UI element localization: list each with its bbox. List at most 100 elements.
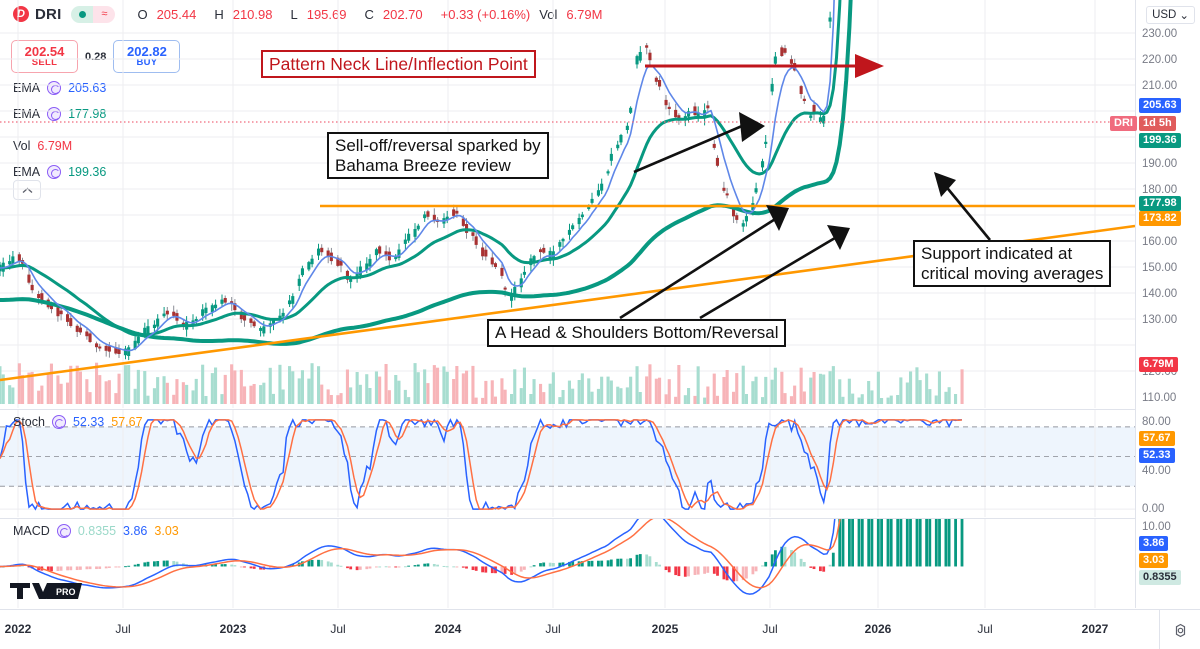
- axis-tag-ema-fast: 205.63: [1139, 98, 1181, 113]
- time-tick: Jul: [115, 622, 131, 636]
- time-tick: Jul: [330, 622, 346, 636]
- macd-signal-line: [0, 519, 841, 589]
- buy-button[interactable]: 202.82 BUY: [113, 40, 181, 73]
- time-tick: 2025: [651, 622, 679, 636]
- legend-volume-name: Vol: [13, 139, 31, 153]
- time-tick: 2027: [1081, 622, 1109, 636]
- stochastic-pane[interactable]: [0, 409, 1135, 517]
- legend-volume[interactable]: Vol 6.79M: [13, 139, 72, 153]
- ema-slow-line: [0, 0, 842, 337]
- axis-tag-stoch-k: 52.33: [1139, 448, 1175, 463]
- price-tick: 190.00: [1142, 158, 1178, 170]
- time-tick: Jul: [545, 622, 561, 636]
- legend-volume-value: 6.79M: [37, 139, 73, 153]
- time-tick: Jul: [762, 622, 778, 636]
- ohlc-high: H 210.98: [214, 6, 273, 22]
- collapse-legend-button[interactable]: [13, 180, 41, 200]
- buy-price: 202.82: [127, 43, 167, 59]
- currency-label: USD: [1152, 9, 1177, 21]
- ohlc-values: O 205.44 H 210.98 L 195.69 C 202.70 +0.33 (+0.16…: [137, 7, 620, 22]
- ohlc-close: C 202.70: [364, 6, 423, 22]
- annotation-head-shoulders[interactable]: A Head & Shoulders Bottom/Reversal: [487, 319, 787, 347]
- legend-ema-slow-name: EMA: [13, 165, 41, 179]
- price-tick: 150.00: [1142, 262, 1178, 274]
- legend-ema-slow-value: 199.36: [68, 165, 107, 179]
- chart-header-legend: D DRI ≈ O 205.44 H 210.98 L 195.69 C 202.70 +0.3…: [0, 0, 1135, 28]
- price-tick: 140.00: [1142, 288, 1178, 300]
- legend-stoch-k: 52.33: [72, 415, 105, 429]
- price-tick: 210.00: [1142, 80, 1178, 92]
- axis-tag-countdown: 1d 5h: [1139, 116, 1176, 131]
- time-tick: 2024: [434, 622, 462, 636]
- axis-tag-ema-long: 177.98: [1139, 196, 1181, 211]
- time-tick: 2022: [4, 622, 32, 636]
- stochastic-svg: [0, 410, 1135, 517]
- refresh-icon[interactable]: [47, 165, 62, 179]
- annotation-neck-line[interactable]: Pattern Neck Line/Inflection Point: [261, 50, 536, 79]
- macd-histogram: [0, 519, 964, 582]
- axis-tag-symbol: DRI: [1110, 116, 1137, 131]
- refresh-icon[interactable]: [51, 415, 66, 429]
- legend-macd-hist: 0.8355: [77, 524, 117, 538]
- price-tick: 130.00: [1142, 314, 1178, 326]
- axis-tag-stoch-d: 57.67: [1139, 431, 1175, 446]
- ema-fast-line: [0, 0, 835, 352]
- price-pane[interactable]: [0, 0, 1135, 408]
- buy-label: BUY: [136, 57, 158, 69]
- legend-macd-value: 3.86: [123, 524, 148, 538]
- symbol-ticker[interactable]: DRI: [35, 5, 62, 23]
- stoch-tick: 80.00: [1142, 416, 1171, 428]
- axis-tag-macd-hist: 0.8355: [1139, 570, 1181, 585]
- price-change: +0.33 (+0.16%): [440, 6, 531, 22]
- macd-line: [0, 519, 836, 595]
- legend-stoch-d: 57.67: [111, 415, 143, 429]
- time-tick: Jul: [977, 622, 993, 636]
- legend-macd-signal: 3.03: [154, 524, 179, 538]
- price-tick: 160.00: [1142, 236, 1178, 248]
- time-tick: 2026: [864, 622, 892, 636]
- macd-tick: 10.00: [1142, 521, 1171, 533]
- axis-tag-macd-signal: 3.03: [1139, 553, 1169, 568]
- axis-tag-ema-slow: 199.36: [1139, 133, 1181, 148]
- legend-stoch-name: Stoch: [13, 415, 45, 429]
- sell-button[interactable]: 202.54 SELL: [11, 40, 78, 73]
- sell-label: SELL: [31, 57, 58, 69]
- axis-divider: [1159, 610, 1160, 649]
- market-open-dot-icon: [71, 5, 94, 23]
- legend-macd-name: MACD: [13, 524, 50, 538]
- axis-tag-macd: 3.86: [1139, 536, 1169, 551]
- price-tick: 220.00: [1142, 54, 1178, 66]
- legend-ema-slow[interactable]: EMA 199.36: [13, 165, 106, 179]
- stoch-tick: 40.00: [1142, 465, 1171, 477]
- macd-pane[interactable]: [0, 518, 1135, 608]
- gear-icon[interactable]: [1171, 621, 1189, 639]
- price-axis[interactable]: USD ⌄ 230.00 220.00 210.00 190.00 180.00…: [1110, 0, 1200, 608]
- time-tick: 2023: [219, 622, 247, 636]
- data-delayed-icon: ≈: [93, 5, 116, 23]
- symbol-logo-icon: D: [13, 6, 29, 22]
- price-tick: 180.00: [1142, 184, 1178, 196]
- legend-stochastic[interactable]: Stoch 52.33 57.67: [13, 415, 143, 429]
- svg-text:PRO: PRO: [56, 587, 76, 597]
- axis-tag-volume: 6.79M: [1139, 357, 1178, 372]
- ema-long-line: [0, 0, 853, 346]
- annotation-selloff[interactable]: Sell-off/reversal sparked by Bahama Bree…: [327, 132, 549, 180]
- ohlc-open: O 205.44: [137, 6, 197, 22]
- tradingview-logo: PRO: [8, 580, 82, 607]
- annotation-support[interactable]: Support indicated at critical moving ave…: [913, 240, 1112, 288]
- trade-widget: 202.54 SELL 0.28 202.82 BUY: [11, 40, 181, 73]
- refresh-icon[interactable]: [56, 524, 71, 538]
- chevron-down-icon: ⌄: [1179, 10, 1189, 22]
- price-chart-svg: [0, 0, 1135, 408]
- axis-tag-support: 173.82: [1139, 211, 1181, 226]
- price-tick: 230.00: [1142, 28, 1178, 40]
- legend-macd[interactable]: MACD 0.8355 3.86 3.03: [13, 524, 179, 538]
- currency-selector[interactable]: USD ⌄: [1146, 6, 1195, 24]
- time-axis[interactable]: 2022 Jul 2023 Jul 2024 Jul 2025 Jul 2026 Jul 2027: [0, 609, 1200, 649]
- stoch-tick: 0.00: [1142, 503, 1165, 515]
- macd-svg: [0, 519, 1096, 608]
- symbol-status-pills[interactable]: ≈: [71, 5, 116, 23]
- stoch-d-line: [0, 419, 963, 510]
- ohlc-low: L 195.69: [290, 6, 347, 22]
